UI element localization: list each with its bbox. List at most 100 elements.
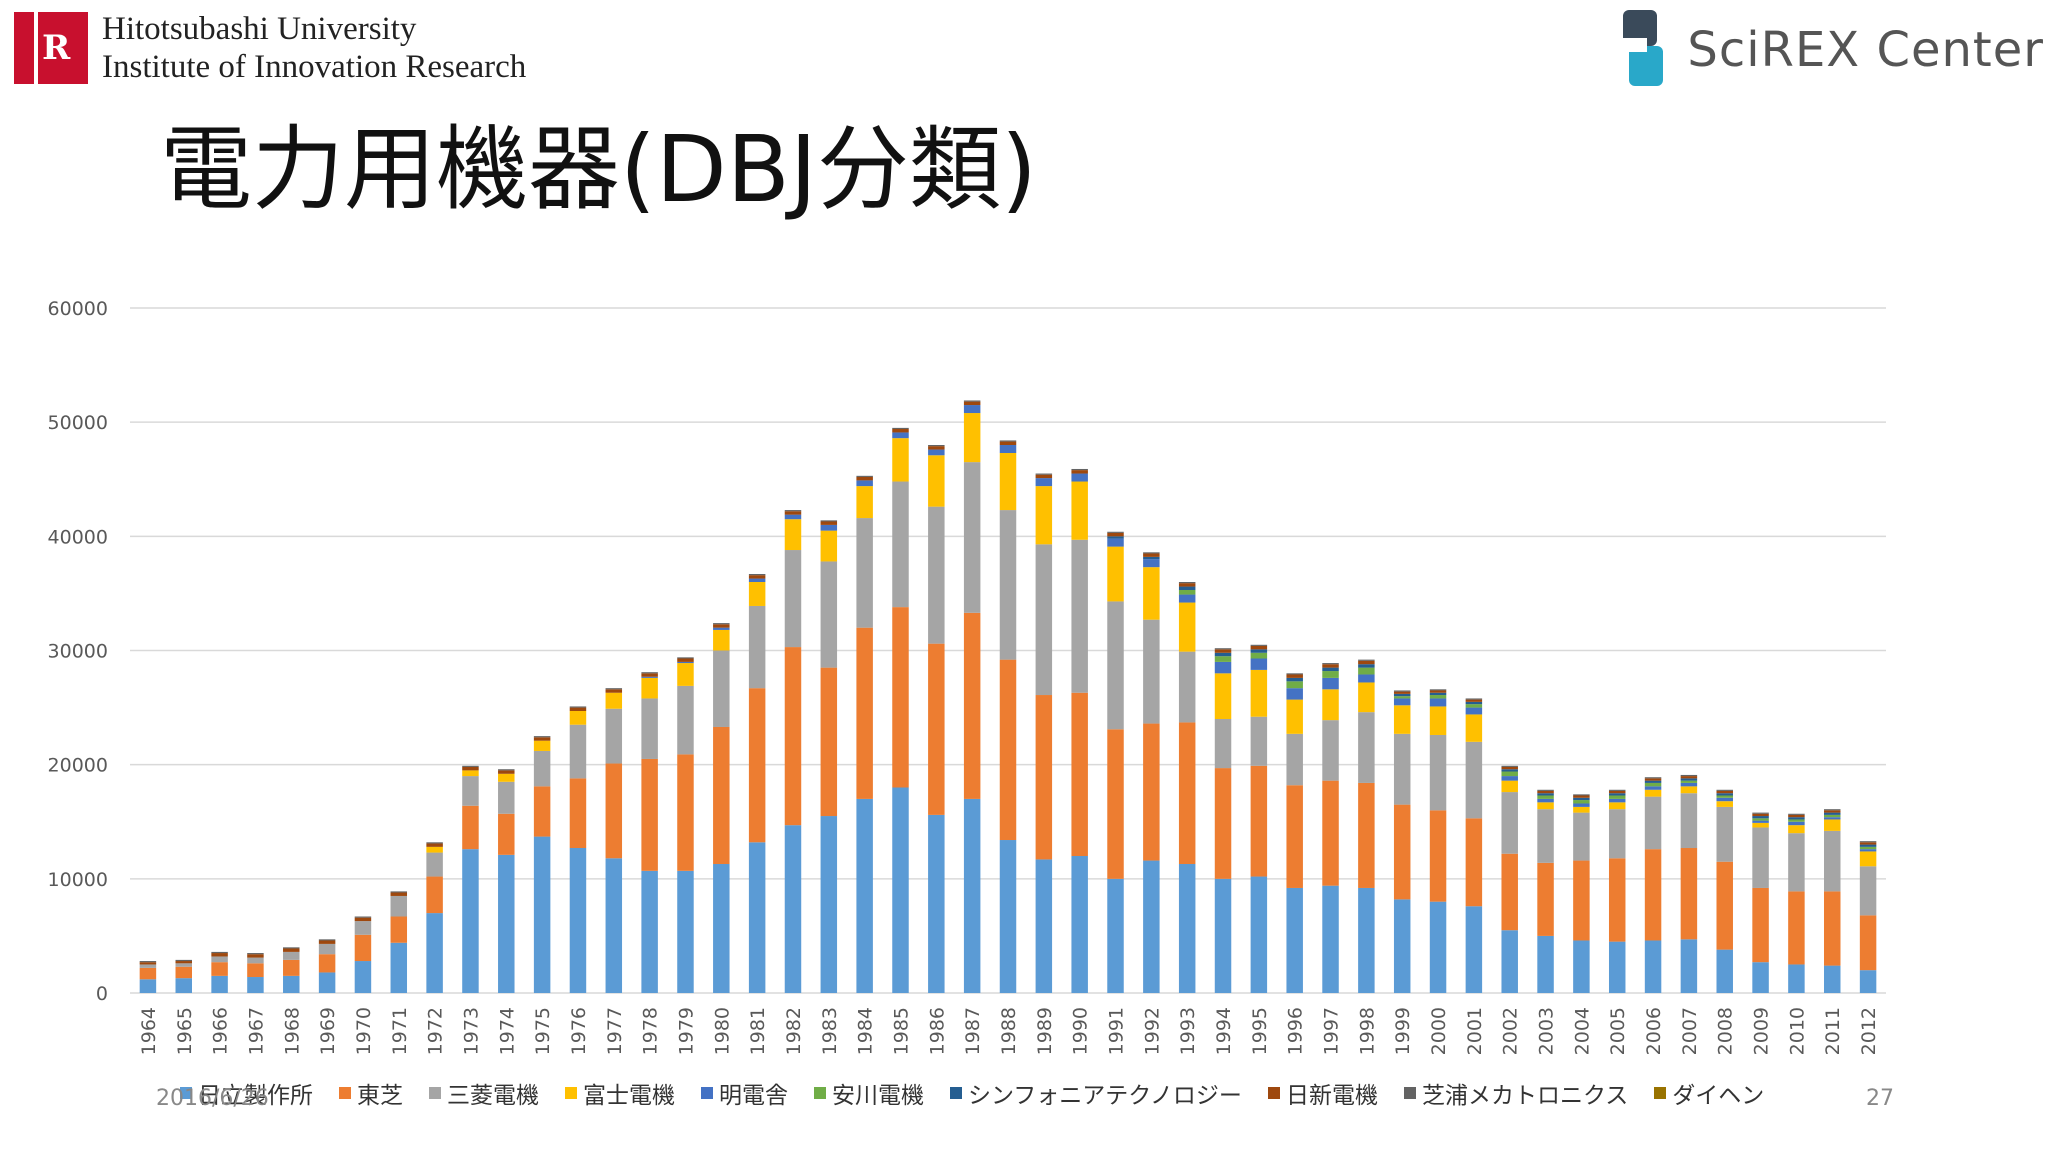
bar-segment	[1107, 532, 1124, 537]
bar-segment	[1250, 652, 1268, 659]
legend-swatch	[1267, 1087, 1280, 1099]
bar-segment	[569, 706, 587, 708]
x-tick-label: 1978	[640, 1007, 662, 1055]
bar-segment	[498, 813, 515, 855]
x-tick-label: 1967	[245, 1007, 267, 1055]
bar-segment	[139, 979, 157, 993]
bar-segment	[1788, 819, 1805, 822]
bar-segment	[498, 854, 515, 993]
x-tick-label: 2012	[1858, 1007, 1880, 1055]
bar-segment	[1824, 812, 1841, 815]
bar-segment	[748, 578, 766, 582]
bar-segment	[1178, 651, 1196, 723]
bar-segment	[1143, 553, 1160, 557]
bar-segment	[892, 607, 909, 788]
bar-segment	[605, 692, 623, 709]
bar-segment	[1358, 674, 1375, 683]
university-line-1: Hitotsubashi University	[102, 11, 417, 47]
bar-segment	[533, 737, 551, 741]
bar-segment	[713, 863, 730, 993]
bar-segment	[426, 876, 443, 914]
bar-segment	[1107, 546, 1124, 602]
bar-segment	[139, 964, 157, 968]
bar-segment	[1680, 793, 1698, 849]
bar-segment	[1143, 860, 1160, 993]
bar-segment	[462, 776, 479, 806]
bar-segment	[283, 947, 300, 949]
bar-segment	[1322, 671, 1339, 678]
x-tick-label: 1987	[962, 1007, 984, 1055]
x-tick-label: 2008	[1715, 1007, 1737, 1055]
bar-segment	[1107, 538, 1124, 547]
bar-segment	[856, 798, 873, 993]
legend-label: ダイヘン	[1672, 1083, 1765, 1109]
bar-segment	[1393, 690, 1411, 692]
bar-segment	[569, 778, 587, 849]
bar-segment	[1716, 949, 1733, 993]
x-tick-label: 1989	[1034, 1007, 1056, 1055]
bar-segment	[1788, 891, 1805, 965]
bar-segment	[784, 510, 802, 512]
bar-segment	[498, 781, 515, 814]
bar-segment	[1824, 810, 1841, 813]
bar-segment	[1465, 741, 1483, 819]
x-tick-label: 1977	[604, 1007, 626, 1055]
bar-segment	[641, 677, 658, 699]
bar-segment	[1035, 474, 1053, 479]
bar-segment	[856, 476, 873, 481]
bar-segment	[999, 441, 1017, 445]
bar-segment	[462, 770, 479, 777]
bar-segment	[1824, 809, 1841, 811]
bar-segment	[1358, 667, 1375, 675]
bar-segment	[1071, 468, 1088, 471]
bar-segment	[1250, 644, 1268, 646]
x-tick-label: 1979	[675, 1007, 697, 1055]
bar-segment	[1178, 602, 1196, 652]
bar-segment	[1824, 817, 1841, 820]
bar-segment	[999, 659, 1017, 841]
bar-segment	[1250, 716, 1268, 766]
bar-segment	[748, 582, 766, 606]
bar-segment	[748, 688, 766, 843]
bar-segment	[1178, 582, 1196, 584]
bar-segment	[1286, 673, 1303, 675]
legend-label: 明電舎	[719, 1083, 788, 1109]
bar-segment	[963, 612, 981, 799]
bar-segment	[175, 978, 192, 993]
bar-segment	[1573, 800, 1590, 804]
x-tick-label: 1995	[1249, 1007, 1271, 1055]
bar-segment	[1644, 849, 1662, 941]
bar-segment	[1358, 887, 1375, 993]
bar-segment	[1465, 698, 1483, 700]
bar-segment	[820, 667, 838, 817]
x-tick-label: 1997	[1321, 1007, 1343, 1055]
bar-segment	[283, 948, 300, 952]
bar-segment	[1465, 714, 1483, 742]
bar-segment	[1143, 552, 1160, 554]
bar-segment	[1824, 830, 1841, 892]
bar-segment	[1859, 970, 1877, 993]
bar-segment	[1107, 536, 1124, 539]
bar-segment	[928, 446, 945, 450]
bar-segment	[462, 805, 479, 850]
bar-segment	[1286, 733, 1303, 786]
bar-segment	[820, 520, 838, 522]
y-tick-label: 10000	[48, 869, 108, 891]
bar-segment	[641, 758, 658, 871]
bar-segment	[892, 481, 909, 608]
x-tick-label: 1996	[1285, 1007, 1307, 1055]
bar-segment	[820, 530, 838, 562]
x-tick-label: 1993	[1177, 1007, 1199, 1055]
bar-segment	[1501, 766, 1518, 770]
bar-segment	[748, 605, 766, 689]
bar-segment	[1644, 796, 1662, 850]
legend-item: 三菱電機	[429, 1076, 539, 1110]
bar-segment	[1716, 793, 1733, 796]
bar-segment	[1465, 699, 1483, 702]
legend-swatch	[814, 1087, 826, 1099]
bar-segment	[390, 891, 408, 893]
bar-segment	[820, 816, 838, 993]
bar-segment	[963, 400, 981, 402]
bar-segment	[641, 673, 658, 677]
